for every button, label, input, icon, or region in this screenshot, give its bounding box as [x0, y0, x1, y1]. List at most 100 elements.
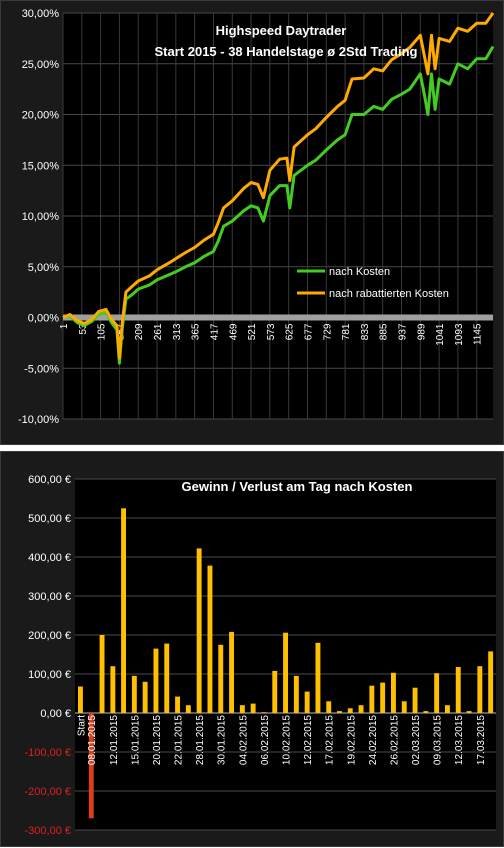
y-tick-label: -200,00 € [25, 786, 71, 798]
y-tick-label: 400,00 € [28, 552, 71, 564]
bar [229, 631, 234, 713]
bar [380, 682, 386, 713]
x-tick-label: 625 [285, 323, 296, 340]
x-tick-label: 677 [303, 323, 314, 340]
x-tick-label: 1 [59, 323, 70, 329]
bar [99, 635, 105, 713]
x-tick-label: 261 [153, 323, 164, 340]
y-tick-label: 5,00% [28, 262, 59, 274]
bar [164, 643, 170, 713]
bar [250, 703, 256, 713]
y-tick-label: 10,00% [22, 211, 60, 223]
bar [315, 642, 321, 713]
x-tick-label: 04.02.2015 [238, 715, 249, 765]
y-tick-label: -300,00 € [25, 825, 71, 837]
y-tick-label: -10,00% [18, 414, 59, 426]
bar-chart: -300,00 € -200,00 € -100,00 € 0,00 € 100,00 … [25, 474, 496, 837]
bar [207, 565, 213, 713]
x-tick-label: 1093 [454, 323, 465, 346]
x-tick-label: 53 [78, 323, 89, 335]
x-tick-label: 313 [172, 323, 183, 340]
bar [434, 673, 440, 713]
bar [110, 666, 116, 713]
bar [142, 681, 148, 713]
zero-axis [63, 314, 493, 321]
x-tick-label: 15.01.2015 [130, 715, 141, 765]
x-tick-label: 19.02.2015 [346, 715, 357, 765]
bar [185, 705, 191, 713]
y-tick-label: 15,00% [22, 160, 60, 172]
x-tick-label: 30.01.2015 [217, 715, 228, 765]
y-tick-label: 0,00 € [40, 708, 71, 720]
y-tick-label: 20,00% [22, 110, 60, 122]
bar [326, 701, 332, 713]
x-tick-label: 209 [134, 323, 145, 340]
chart-title: Gewinn / Verlust am Tag nach Kosten [182, 479, 413, 494]
bar [445, 705, 450, 713]
x-tick-label: 20.01.2015 [152, 715, 163, 765]
series-line [62, 12, 495, 360]
x-tick-label: 08.01.2015 [87, 715, 98, 765]
bar [488, 651, 494, 713]
bar [304, 691, 310, 713]
legend-label: nach Kosten [329, 266, 390, 278]
x-tick-label: 28.01.2015 [195, 715, 206, 765]
x-tick-label: 833 [360, 323, 371, 340]
bar [401, 701, 407, 713]
bar [283, 632, 288, 713]
bar [369, 685, 375, 713]
x-tick-label: 17.03.2015 [476, 715, 487, 765]
bar [218, 644, 224, 714]
x-tick-label: 12.01.2015 [109, 715, 120, 765]
x-tick-label: 06.02.2015 [260, 715, 271, 765]
y-tick-label: 30,00% [22, 8, 60, 20]
bar-chart-panel: -300,00 € -200,00 € -100,00 € 0,00 € 100,00 … [0, 451, 504, 847]
x-tick-label: 02.03.2015 [411, 715, 422, 765]
bar [391, 672, 396, 713]
bar [466, 711, 472, 713]
bar [175, 696, 180, 713]
x-tick-label: 1145 [473, 323, 484, 345]
x-tick-label: 365 [191, 323, 202, 340]
x-tick-label: 781 [341, 323, 352, 340]
y-tick-label: 600,00 € [28, 474, 71, 486]
x-tick-label: 469 [228, 323, 239, 340]
x-tick-label: 17.02.2015 [325, 715, 336, 765]
chart-title: Highspeed Daytrader [216, 23, 347, 38]
y-tick-label: 25,00% [22, 59, 60, 71]
x-tick-label: 24.02.2015 [368, 715, 379, 765]
y-tick-label: 100,00 € [28, 669, 71, 681]
bar [358, 705, 364, 713]
x-tick-label: 105 [97, 323, 108, 340]
x-tick-label: 729 [322, 323, 333, 340]
bar [196, 548, 202, 713]
x-tick-label: 573 [266, 323, 277, 340]
x-tick-label: 521 [247, 323, 258, 340]
bar [347, 708, 353, 713]
x-tick-label: 937 [398, 323, 409, 340]
x-tick-label: 26.02.2015 [389, 715, 400, 765]
x-tick-label: 1041 [435, 323, 446, 346]
x-tick-label: 09.03.2015 [433, 715, 444, 765]
y-tick-label: 0,00% [28, 313, 59, 325]
y-tick-label: 200,00 € [28, 630, 71, 642]
x-tick-label: 417 [209, 323, 220, 340]
bar [239, 705, 245, 713]
bar [131, 675, 137, 713]
bar [412, 687, 418, 713]
bar [153, 648, 159, 713]
bar [88, 713, 94, 819]
chart-subtitle: Start 2015 - 38 Handelstage ø 2Std Tradi… [155, 44, 418, 59]
bar [337, 711, 342, 713]
y-tick-label: -100,00 € [25, 747, 71, 759]
bar [78, 686, 83, 713]
bar [272, 670, 278, 713]
x-tick-label: 10.02.2015 [282, 715, 293, 765]
bar [477, 666, 483, 713]
x-tick-label: Start [76, 715, 87, 736]
bar [261, 712, 267, 714]
x-tick-label: 12.02.2015 [303, 715, 314, 765]
legend-label: nach rabattierten Kosten [329, 288, 449, 300]
x-tick-label: 22.01.2015 [174, 715, 185, 765]
y-tick-label: 500,00 € [28, 513, 71, 525]
